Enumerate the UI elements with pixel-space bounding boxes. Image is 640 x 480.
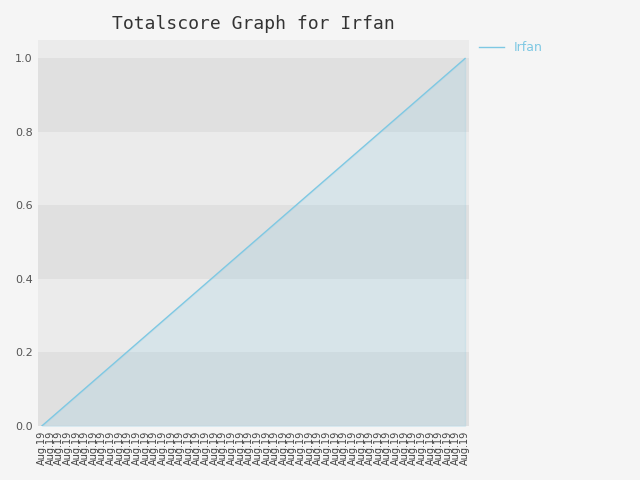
Irfan	[116, 356, 124, 361]
Irfan	[332, 168, 339, 174]
Irfan	[461, 56, 469, 61]
Irfan	[340, 161, 348, 167]
Irfan	[124, 348, 132, 354]
Bar	[38, 352, 469, 426]
Irfan	[401, 108, 408, 114]
Irfan	[358, 145, 365, 151]
Irfan	[280, 213, 287, 219]
Irfan	[176, 303, 184, 309]
Irfan	[392, 116, 400, 121]
Irfan	[435, 78, 443, 84]
Irfan	[64, 400, 72, 406]
Irfan	[262, 228, 270, 234]
Irfan	[72, 393, 80, 399]
Legend: Irfan: Irfan	[474, 36, 548, 59]
Irfan	[410, 101, 417, 107]
Irfan	[211, 273, 218, 279]
Irfan	[254, 236, 262, 241]
Irfan	[90, 378, 97, 384]
Bar	[38, 40, 469, 59]
Irfan	[107, 363, 115, 369]
Bar	[38, 132, 469, 205]
Line: Irfan: Irfan	[42, 59, 465, 426]
Irfan	[99, 371, 106, 376]
Irfan	[427, 85, 435, 91]
Irfan	[306, 191, 314, 196]
Irfan	[81, 385, 89, 391]
Irfan	[202, 280, 210, 286]
Irfan	[314, 183, 322, 189]
Irfan	[452, 63, 460, 69]
Irfan	[133, 340, 141, 346]
Bar	[38, 205, 469, 279]
Irfan	[185, 296, 193, 301]
Irfan	[220, 265, 227, 271]
Irfan	[366, 138, 374, 144]
Irfan	[150, 325, 158, 331]
Bar	[38, 279, 469, 352]
Irfan	[228, 258, 236, 264]
Irfan	[159, 318, 166, 324]
Irfan	[47, 416, 54, 421]
Irfan	[383, 123, 391, 129]
Irfan	[271, 220, 279, 226]
Title: Totalscore Graph for Irfan: Totalscore Graph for Irfan	[112, 15, 395, 33]
Irfan	[168, 311, 175, 316]
Irfan	[349, 153, 356, 159]
Irfan	[245, 243, 253, 249]
Irfan	[323, 176, 331, 181]
Irfan	[193, 288, 201, 294]
Irfan	[55, 408, 63, 414]
Irfan	[444, 71, 452, 76]
Irfan	[38, 423, 46, 429]
Irfan	[289, 205, 296, 211]
Irfan	[375, 131, 383, 136]
Irfan	[237, 251, 244, 256]
Irfan	[297, 198, 305, 204]
Bar	[38, 59, 469, 132]
Irfan	[141, 333, 149, 339]
Irfan	[418, 93, 426, 99]
